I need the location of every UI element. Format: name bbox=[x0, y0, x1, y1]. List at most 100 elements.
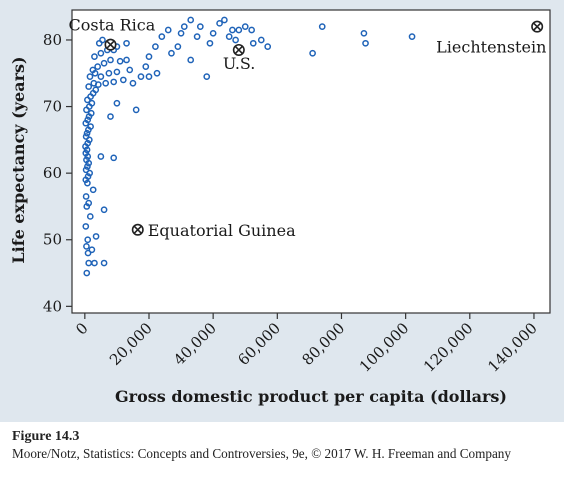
highlight-cross bbox=[133, 225, 142, 234]
data-point bbox=[177, 29, 185, 37]
data-point bbox=[137, 73, 145, 80]
data-point bbox=[94, 81, 102, 88]
data-point bbox=[110, 154, 118, 162]
data-point bbox=[113, 68, 121, 76]
data-point bbox=[86, 213, 94, 220]
data-point bbox=[97, 73, 105, 80]
data-point bbox=[84, 179, 91, 187]
y-tick-label: 40 bbox=[43, 297, 62, 315]
data-point bbox=[83, 146, 91, 154]
data-point bbox=[362, 39, 369, 47]
data-point bbox=[187, 16, 195, 24]
data-point bbox=[92, 86, 100, 94]
data-point bbox=[158, 33, 166, 40]
data-point bbox=[241, 23, 249, 30]
data-point bbox=[264, 43, 272, 50]
data-point bbox=[318, 23, 326, 30]
highlighted-points: Costa Rica U.S. Liechtenstein Equatorial Gu… bbox=[68, 16, 546, 240]
data-point bbox=[206, 39, 214, 47]
data-point bbox=[164, 26, 172, 34]
data-point bbox=[249, 39, 257, 47]
data-point bbox=[89, 66, 97, 74]
data-point bbox=[100, 59, 108, 67]
highlight-cross bbox=[106, 40, 115, 49]
data-point bbox=[113, 99, 121, 107]
plot-area bbox=[71, 9, 551, 314]
data-point bbox=[84, 173, 92, 180]
data-point bbox=[85, 199, 93, 207]
data-point bbox=[86, 73, 94, 80]
data-point bbox=[360, 29, 368, 37]
data-point bbox=[119, 76, 127, 84]
data-point bbox=[123, 39, 130, 47]
data-point bbox=[126, 66, 134, 74]
x-tick-label: 80,000 bbox=[298, 319, 348, 369]
data-point bbox=[91, 259, 98, 267]
x-tick-label: 120,000 bbox=[420, 319, 477, 376]
highlight-label: U.S. bbox=[223, 54, 256, 73]
data-point bbox=[87, 109, 95, 117]
data-point bbox=[84, 139, 92, 147]
data-point bbox=[83, 243, 90, 250]
data-point bbox=[232, 36, 239, 44]
x-tick-label: 60,000 bbox=[234, 319, 284, 369]
data-point bbox=[82, 149, 90, 157]
data-point bbox=[100, 206, 108, 214]
figure-label: Figure 14.3 bbox=[12, 429, 80, 444]
data-point bbox=[83, 269, 91, 277]
data-point bbox=[193, 33, 201, 40]
data-point bbox=[82, 223, 90, 230]
data-point bbox=[85, 83, 93, 90]
data-point bbox=[116, 57, 124, 65]
y-tick-label: 50 bbox=[43, 231, 62, 249]
data-point bbox=[248, 26, 256, 34]
figure-panel: 40 50 60 70 80 0 20,000 40,000 60,000 80,000 100,… bbox=[0, 0, 564, 422]
data-point bbox=[216, 19, 223, 27]
data-point bbox=[229, 26, 236, 34]
data-point bbox=[100, 259, 108, 267]
data-point bbox=[107, 56, 114, 64]
data-point bbox=[82, 166, 90, 174]
data-point bbox=[91, 53, 98, 60]
data-point bbox=[84, 116, 92, 124]
data-point bbox=[88, 99, 96, 107]
data-point bbox=[187, 56, 195, 64]
data-point bbox=[88, 246, 96, 254]
data-point bbox=[94, 63, 102, 70]
data-point bbox=[92, 233, 100, 240]
data-point bbox=[99, 36, 106, 44]
data-point bbox=[309, 49, 316, 57]
data-point bbox=[123, 56, 130, 64]
data-point bbox=[152, 43, 159, 50]
x-axis-title: Gross domestic product per capita (dolla… bbox=[115, 387, 507, 406]
data-point bbox=[107, 113, 114, 120]
data-point bbox=[132, 106, 140, 114]
y-axis: 40 50 60 70 80 bbox=[43, 31, 72, 315]
x-tick-label: 140,000 bbox=[484, 319, 541, 376]
data-point bbox=[168, 49, 175, 57]
data-point bbox=[225, 33, 233, 40]
highlight-cross bbox=[533, 22, 541, 31]
data-point bbox=[142, 63, 150, 70]
data-point bbox=[153, 69, 161, 77]
scatter-chart: 40 50 60 70 80 0 20,000 40,000 60,000 80,000 100,… bbox=[9, 9, 551, 406]
x-axis: 0 20,000 40,000 60,000 80,000 100,000 120,000 1… bbox=[72, 313, 541, 376]
data-point bbox=[84, 236, 92, 244]
data-point bbox=[82, 133, 90, 140]
data-point bbox=[196, 23, 204, 30]
data-point bbox=[86, 169, 93, 177]
data-point bbox=[180, 23, 188, 30]
data-point bbox=[145, 53, 153, 60]
y-tick-label: 70 bbox=[43, 98, 62, 116]
data-point bbox=[83, 156, 90, 164]
highlight-cross bbox=[235, 46, 243, 54]
data-point bbox=[221, 16, 228, 24]
y-axis-title: Life expectancy (years) bbox=[9, 56, 28, 263]
data-point bbox=[84, 249, 92, 257]
data-point bbox=[83, 129, 91, 137]
data-point bbox=[110, 78, 118, 86]
data-point bbox=[129, 79, 137, 87]
data-point bbox=[145, 73, 153, 80]
x-tick-label: 100,000 bbox=[356, 319, 413, 376]
figure-caption: Figure 14.3 Moore/Notz, Statistics: Conc… bbox=[12, 428, 557, 462]
